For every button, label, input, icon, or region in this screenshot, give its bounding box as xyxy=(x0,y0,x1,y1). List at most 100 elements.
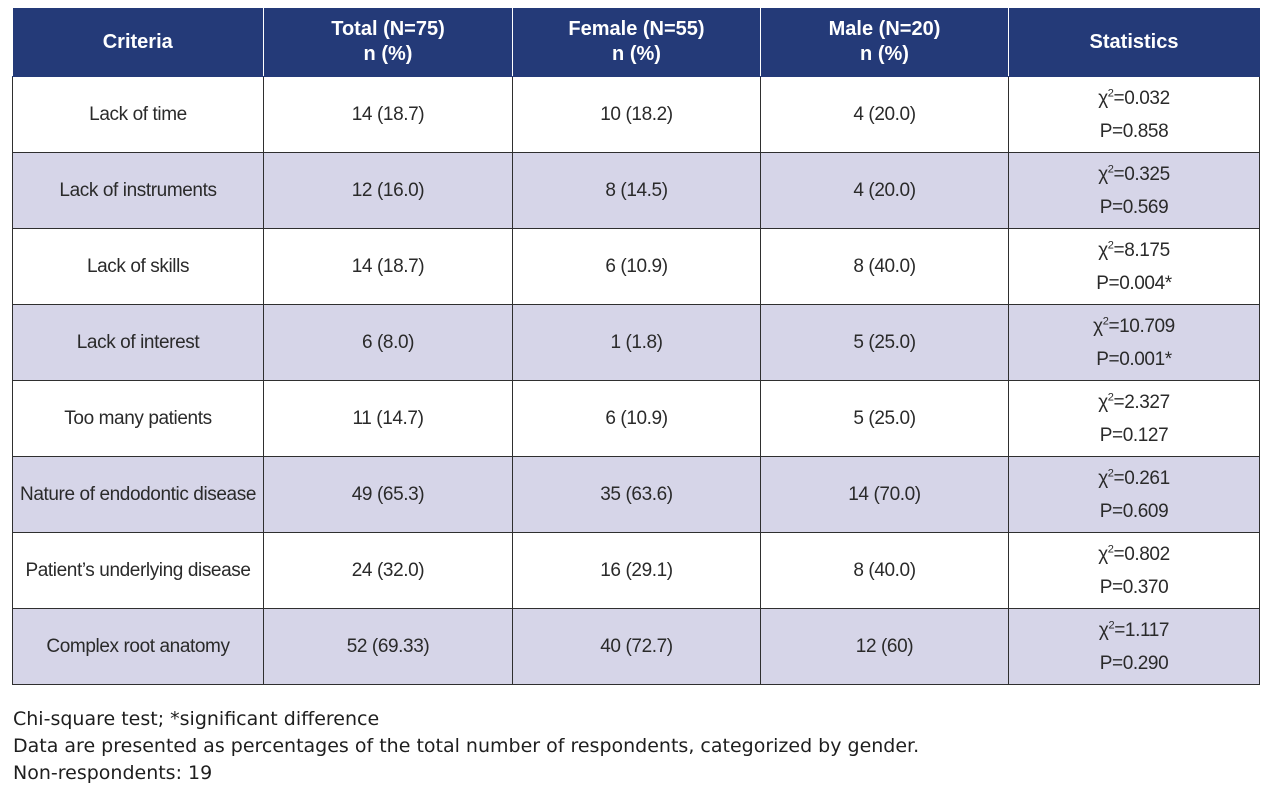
chi-number: =10.709 xyxy=(1108,315,1175,337)
table-row: Lack of time 14 (18.7) 10 (18.2) 4 (20.0) χ2… xyxy=(12,76,1260,153)
female-cell: 40 (72.7) xyxy=(512,608,761,685)
chi-symbol: χ xyxy=(1093,315,1103,337)
chi-square-value: χ2=10.709 xyxy=(1015,310,1253,343)
female-cell: 6 (10.9) xyxy=(512,228,761,305)
female-cell: 16 (29.1) xyxy=(512,532,761,609)
table-body: Lack of time 14 (18.7) 10 (18.2) 4 (20.0) χ2… xyxy=(12,76,1260,685)
chi-superscript: 2 xyxy=(1108,619,1115,632)
male-cell: 5 (25.0) xyxy=(760,304,1009,381)
male-cell: 8 (40.0) xyxy=(760,228,1009,305)
header-female: Female (N=55) n (%) xyxy=(512,8,761,77)
header-female-unit: n (%) xyxy=(612,43,661,65)
p-value: P=0.004* xyxy=(1096,272,1172,294)
male-cell: 5 (25.0) xyxy=(760,380,1009,457)
chi-square-value: χ2=2.327 xyxy=(1015,386,1253,419)
chi-superscript: 2 xyxy=(1107,239,1114,252)
header-total-unit: n (%) xyxy=(363,43,413,65)
chi-square-value: χ2=0.032 xyxy=(1015,82,1253,115)
male-cell: 4 (20.0) xyxy=(760,152,1009,229)
table-row: Patient’s underlying disease 24 (32.0) 16 … xyxy=(12,532,1260,609)
total-cell: 14 (18.7) xyxy=(263,76,513,153)
footnote-test: Chi-square test; *significant difference xyxy=(13,708,380,730)
male-cell: 14 (70.0) xyxy=(760,456,1009,533)
chi-number: =1.117 xyxy=(1114,619,1170,641)
chi-number: =2.327 xyxy=(1113,391,1171,413)
criteria-cell: Too many patients xyxy=(12,380,264,457)
total-cell: 11 (14.7) xyxy=(263,380,513,457)
results-table-container: Criteria Total (N=75) n (%) Female (N=55… xyxy=(12,8,1260,685)
total-cell: 24 (32.0) xyxy=(263,532,513,609)
table-row: Lack of skills 14 (18.7) 6 (10.9) 8 (40.0) χ… xyxy=(12,228,1260,305)
female-cell: 8 (14.5) xyxy=(512,152,761,229)
footnote-non-respondents: Non-respondents: 19 xyxy=(13,762,213,784)
statistics-cell: χ2=10.709 P=0.001* xyxy=(1008,304,1260,381)
criteria-cell: Complex root anatomy xyxy=(12,608,264,685)
criteria-cell: Lack of time xyxy=(12,76,264,153)
chi-square-value: χ2=8.175 xyxy=(1015,234,1253,267)
criteria-cell: Lack of instruments xyxy=(12,152,264,229)
female-cell: 10 (18.2) xyxy=(512,76,761,153)
statistics-cell: χ2=8.175 P=0.004* xyxy=(1008,228,1260,305)
chi-symbol: χ xyxy=(1098,543,1108,565)
chi-number: =0.261 xyxy=(1113,467,1171,489)
table-row: Nature of endodontic disease 49 (65.3) 35 … xyxy=(12,456,1260,533)
table-header: Criteria Total (N=75) n (%) Female (N=55… xyxy=(12,8,1260,77)
header-criteria-label: Criteria xyxy=(102,30,173,53)
header-female-label: Female (N=55) xyxy=(568,18,705,40)
chi-square-value: χ2=0.261 xyxy=(1015,462,1253,495)
chi-symbol: χ xyxy=(1098,391,1108,413)
table-row: Complex root anatomy 52 (69.33) 40 (72.7) 1… xyxy=(12,608,1260,685)
table-footnotes: Chi-square test; *significant difference… xyxy=(13,706,919,787)
chi-symbol: χ xyxy=(1098,163,1108,185)
chi-square-value: χ2=1.117 xyxy=(1015,614,1253,647)
male-cell: 8 (40.0) xyxy=(760,532,1009,609)
total-cell: 14 (18.7) xyxy=(263,228,513,305)
header-total: Total (N=75) n (%) xyxy=(263,8,513,77)
criteria-cell: Patient’s underlying disease xyxy=(12,532,264,609)
header-male: Male (N=20) n (%) xyxy=(760,8,1009,77)
male-cell: 12 (60) xyxy=(760,608,1009,685)
criteria-cell: Lack of interest xyxy=(12,304,264,381)
header-total-label: Total (N=75) xyxy=(331,18,445,40)
total-cell: 52 (69.33) xyxy=(263,608,513,685)
chi-square-value: χ2=0.325 xyxy=(1015,158,1253,191)
chi-number: =0.325 xyxy=(1113,163,1171,185)
results-table: Criteria Total (N=75) n (%) Female (N=55… xyxy=(12,8,1260,685)
criteria-cell: Lack of skills xyxy=(12,228,264,305)
p-value: P=0.858 xyxy=(1099,120,1169,142)
chi-superscript: 2 xyxy=(1102,315,1109,328)
statistics-cell: χ2=0.032 P=0.858 xyxy=(1008,76,1260,153)
p-value: P=0.569 xyxy=(1099,196,1169,218)
header-male-unit: n (%) xyxy=(860,43,909,65)
table-row: Lack of interest 6 (8.0) 1 (1.8) 5 (25.0) χ2… xyxy=(12,304,1260,381)
header-statistics-label: Statistics xyxy=(1089,30,1179,53)
total-cell: 12 (16.0) xyxy=(263,152,513,229)
chi-number: =0.032 xyxy=(1113,87,1171,109)
male-cell: 4 (20.0) xyxy=(760,76,1009,153)
statistics-cell: χ2=0.261 P=0.609 xyxy=(1008,456,1260,533)
chi-superscript: 2 xyxy=(1107,467,1114,480)
chi-square-value: χ2=0.802 xyxy=(1015,538,1253,571)
chi-superscript: 2 xyxy=(1107,543,1114,556)
p-value: P=0.609 xyxy=(1099,500,1169,522)
total-cell: 49 (65.3) xyxy=(263,456,513,533)
statistics-cell: χ2=0.325 P=0.569 xyxy=(1008,152,1260,229)
chi-symbol: χ xyxy=(1098,239,1108,261)
female-cell: 35 (63.6) xyxy=(512,456,761,533)
chi-superscript: 2 xyxy=(1107,391,1114,404)
table-row: Lack of instruments 12 (16.0) 8 (14.5) 4 (2… xyxy=(12,152,1260,229)
p-value: P=0.370 xyxy=(1099,576,1169,598)
footnote-data-description: Data are presented as percentages of the… xyxy=(13,735,920,757)
header-row: Criteria Total (N=75) n (%) Female (N=55… xyxy=(12,8,1260,77)
chi-symbol: χ xyxy=(1098,467,1108,489)
chi-superscript: 2 xyxy=(1107,87,1114,100)
statistics-cell: χ2=2.327 P=0.127 xyxy=(1008,380,1260,457)
chi-superscript: 2 xyxy=(1107,163,1114,176)
p-value: P=0.001* xyxy=(1096,348,1172,370)
header-statistics: Statistics xyxy=(1008,8,1260,77)
table-row: Too many patients 11 (14.7) 6 (10.9) 5 (25.… xyxy=(12,380,1260,457)
chi-number: =8.175 xyxy=(1113,239,1171,261)
p-value: P=0.290 xyxy=(1099,652,1169,674)
statistics-cell: χ2=0.802 P=0.370 xyxy=(1008,532,1260,609)
female-cell: 6 (10.9) xyxy=(512,380,761,457)
